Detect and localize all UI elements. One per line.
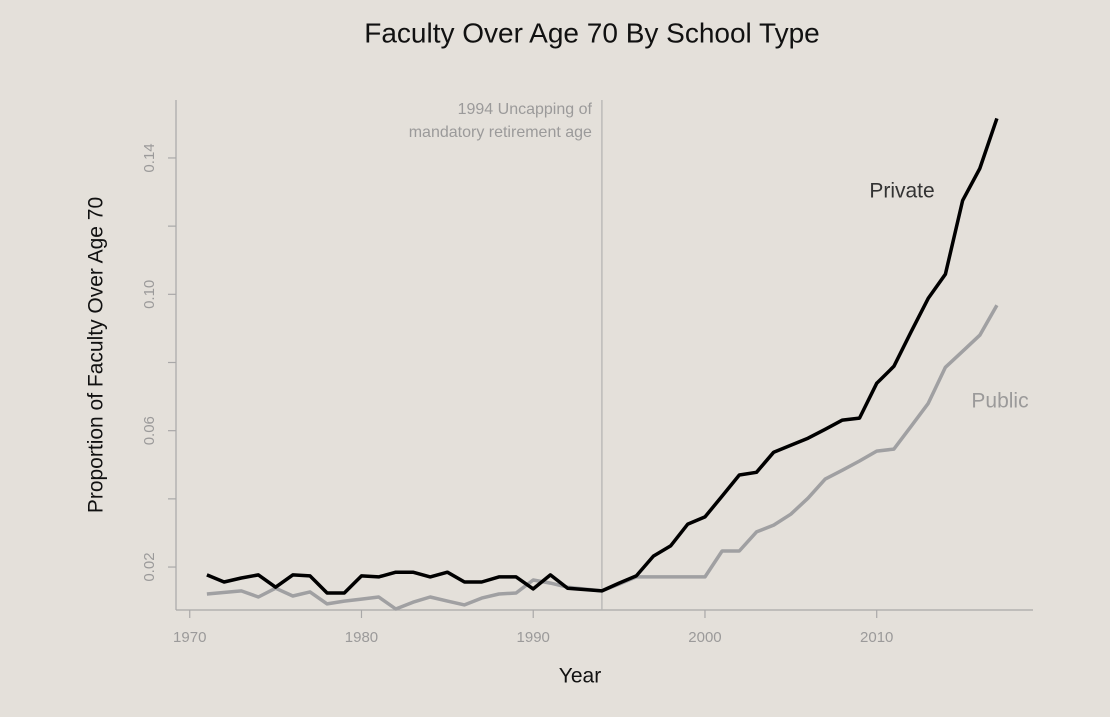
series-label: Private — [869, 180, 934, 203]
x-axis-label: Year — [559, 665, 601, 688]
x-tick-label: 1990 — [517, 629, 550, 646]
series-label: Public — [971, 390, 1028, 413]
annotation-text: mandatory retirement age — [409, 124, 592, 141]
y-tick-label: 0.06 — [141, 416, 158, 445]
annotation-text: 1994 Uncapping of — [458, 101, 593, 118]
x-tick-label: 1980 — [345, 629, 378, 646]
x-tick-label: 1970 — [173, 629, 206, 646]
y-tick-label: 0.02 — [141, 552, 158, 581]
chart-title: Faculty Over Age 70 By School Type — [364, 17, 820, 48]
y-tick-label: 0.10 — [141, 280, 158, 309]
y-axis-label: Proportion of Faculty Over Age 70 — [85, 197, 108, 513]
series-line — [206, 117, 999, 595]
y-tick-label: 0.14 — [141, 143, 158, 172]
x-tick-label: 2000 — [688, 629, 721, 646]
x-tick-label: 2010 — [860, 629, 893, 646]
